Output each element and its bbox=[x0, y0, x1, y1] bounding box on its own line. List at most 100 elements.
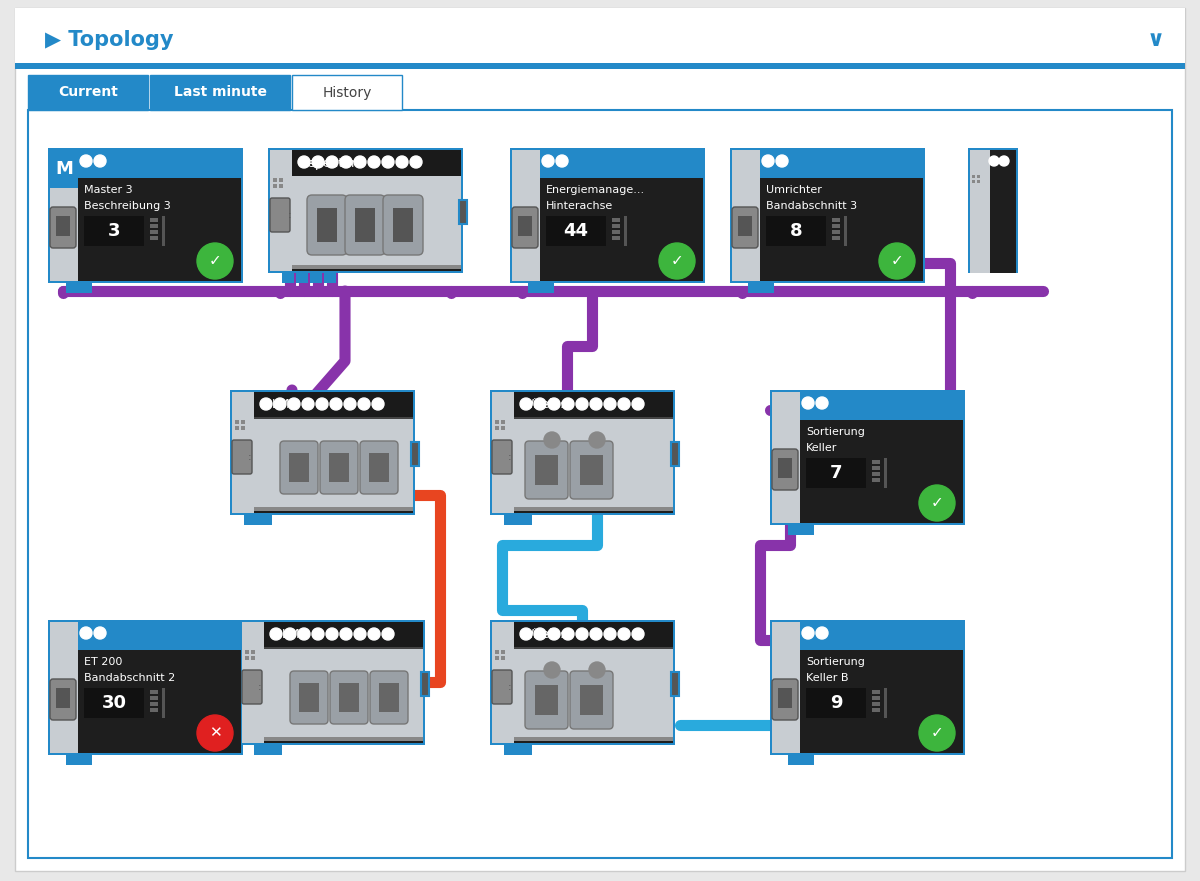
Bar bbox=[502, 426, 505, 430]
Bar bbox=[492, 622, 514, 743]
Bar bbox=[78, 150, 241, 178]
Text: OLM: OLM bbox=[262, 398, 289, 411]
Circle shape bbox=[632, 398, 644, 410]
Bar bbox=[50, 622, 78, 753]
Circle shape bbox=[80, 155, 92, 167]
Bar bbox=[258, 513, 272, 525]
Circle shape bbox=[410, 156, 422, 168]
Bar bbox=[50, 150, 78, 188]
Circle shape bbox=[382, 156, 394, 168]
Circle shape bbox=[762, 155, 774, 167]
Circle shape bbox=[534, 398, 546, 410]
Bar bbox=[150, 75, 290, 110]
Text: Beschreibung 3: Beschreibung 3 bbox=[84, 201, 170, 211]
Text: Sortierung: Sortierung bbox=[806, 427, 865, 437]
Bar bbox=[540, 150, 703, 281]
Text: :: : bbox=[288, 210, 292, 220]
Bar bbox=[502, 650, 505, 654]
Circle shape bbox=[562, 398, 574, 410]
Text: Bandabschnitt 2: Bandabschnitt 2 bbox=[84, 673, 175, 683]
Bar bbox=[150, 708, 158, 712]
Text: ✓: ✓ bbox=[931, 725, 943, 741]
Text: Wireless: Wireless bbox=[522, 628, 575, 641]
Bar bbox=[150, 690, 158, 694]
Bar bbox=[546, 216, 606, 246]
Bar bbox=[518, 513, 532, 525]
Bar bbox=[872, 702, 880, 706]
Circle shape bbox=[274, 398, 286, 410]
Bar bbox=[292, 176, 461, 267]
Bar bbox=[278, 184, 283, 188]
Bar bbox=[48, 148, 242, 283]
Bar bbox=[66, 753, 80, 765]
Text: Current: Current bbox=[58, 85, 118, 100]
Bar bbox=[242, 622, 264, 743]
Bar bbox=[580, 455, 604, 485]
Bar bbox=[270, 150, 292, 271]
Bar bbox=[514, 392, 673, 418]
Circle shape bbox=[589, 662, 605, 678]
Bar bbox=[251, 650, 256, 654]
Bar bbox=[800, 622, 964, 753]
Bar bbox=[150, 224, 158, 228]
Bar bbox=[535, 685, 558, 715]
Text: ∨: ∨ bbox=[1147, 30, 1165, 50]
Circle shape bbox=[94, 155, 106, 167]
Circle shape bbox=[576, 398, 588, 410]
Bar bbox=[884, 688, 887, 718]
Bar bbox=[800, 753, 814, 765]
Bar bbox=[232, 392, 254, 513]
Text: 7: 7 bbox=[829, 464, 842, 482]
Bar bbox=[235, 420, 239, 424]
Circle shape bbox=[340, 628, 352, 640]
Circle shape bbox=[562, 628, 574, 640]
Bar bbox=[518, 216, 532, 236]
Bar bbox=[732, 150, 760, 281]
Bar bbox=[778, 688, 792, 708]
Circle shape bbox=[326, 628, 338, 640]
Circle shape bbox=[396, 156, 408, 168]
Text: OLM: OLM bbox=[272, 628, 300, 641]
FancyBboxPatch shape bbox=[570, 671, 613, 729]
Text: 30: 30 bbox=[102, 694, 126, 712]
Bar bbox=[370, 453, 389, 482]
Circle shape bbox=[197, 243, 233, 279]
Bar bbox=[162, 216, 166, 246]
Circle shape bbox=[312, 156, 324, 168]
FancyBboxPatch shape bbox=[772, 679, 798, 720]
Text: ✓: ✓ bbox=[931, 495, 943, 510]
Circle shape bbox=[919, 485, 955, 521]
Circle shape bbox=[544, 662, 560, 678]
Bar bbox=[528, 281, 542, 293]
Bar bbox=[872, 472, 880, 476]
Bar bbox=[514, 507, 673, 511]
Bar bbox=[490, 620, 674, 745]
Text: Wireless: Wireless bbox=[522, 398, 575, 411]
Bar bbox=[730, 148, 925, 283]
Circle shape bbox=[542, 155, 554, 167]
Bar bbox=[264, 647, 424, 649]
Bar bbox=[150, 218, 158, 222]
Bar bbox=[421, 672, 430, 696]
Circle shape bbox=[80, 627, 92, 639]
Circle shape bbox=[520, 628, 532, 640]
Bar bbox=[788, 523, 802, 535]
Circle shape bbox=[802, 627, 814, 639]
FancyBboxPatch shape bbox=[50, 207, 76, 248]
Bar bbox=[612, 230, 620, 234]
Circle shape bbox=[302, 398, 314, 410]
Text: 8: 8 bbox=[790, 222, 803, 240]
FancyBboxPatch shape bbox=[526, 441, 568, 499]
Text: :: : bbox=[248, 452, 252, 462]
Bar bbox=[760, 150, 923, 281]
Text: :: : bbox=[508, 452, 512, 462]
Bar bbox=[800, 622, 964, 650]
Circle shape bbox=[372, 398, 384, 410]
Bar bbox=[292, 265, 461, 269]
Bar bbox=[254, 418, 413, 509]
Circle shape bbox=[354, 628, 366, 640]
Bar bbox=[254, 417, 413, 419]
FancyBboxPatch shape bbox=[492, 440, 512, 474]
Bar bbox=[340, 683, 359, 712]
Text: Energiemanage...: Energiemanage... bbox=[546, 185, 646, 195]
